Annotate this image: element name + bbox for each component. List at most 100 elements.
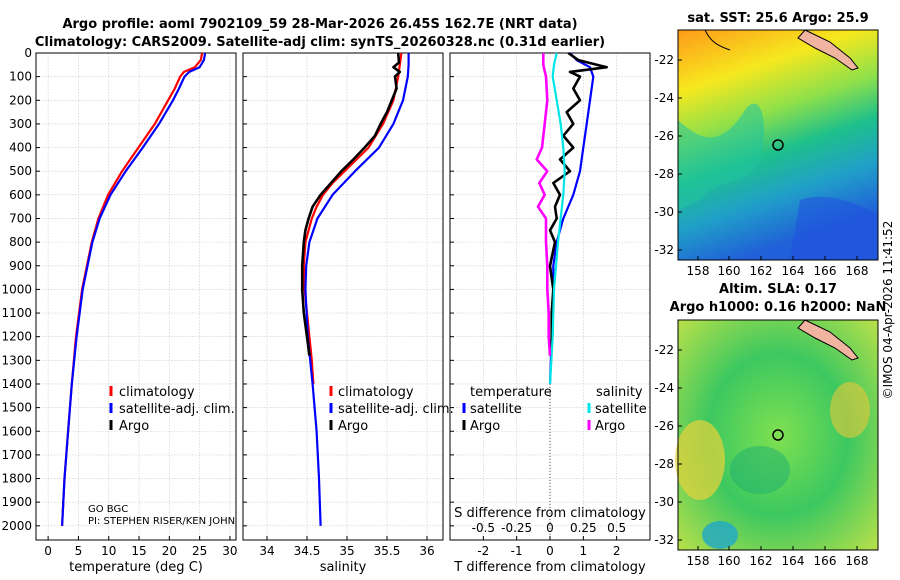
temperature-panel: 0 5 10 15 20 25 30 temperature (deg C) 0 100 200 30… bbox=[1, 46, 237, 575]
sst-map-title: sat. SST: 25.6 Argo: 25.9 bbox=[687, 11, 868, 26]
x-tick-label: 30 bbox=[222, 544, 237, 558]
s-diff-tick-label: -0.5 bbox=[472, 521, 495, 535]
x-tick-label: 34 bbox=[259, 544, 274, 558]
legend-argo-label: Argo bbox=[119, 419, 149, 434]
legend-t-satellite-label: satellite bbox=[470, 402, 522, 417]
x-tick-label: 15 bbox=[131, 544, 146, 558]
map-x-tick-label: 162 bbox=[750, 554, 773, 568]
legend-salinity-head: salinity bbox=[596, 385, 643, 400]
map-y-tick-label: -22 bbox=[654, 343, 674, 357]
series-temperature-argo bbox=[548, 51, 609, 356]
sla-low-patch bbox=[702, 521, 738, 549]
map-y-tick-label: -32 bbox=[654, 533, 674, 547]
x-tick-label: -2 bbox=[477, 544, 489, 558]
map-y-tick-label: -30 bbox=[654, 205, 674, 219]
map-x-tick-label: 158 bbox=[687, 264, 710, 278]
map-y-tick-label: -24 bbox=[654, 381, 674, 395]
map-y-tick-label: -28 bbox=[654, 167, 674, 181]
x-tick-label: 25 bbox=[192, 544, 207, 558]
sla-mid-patch bbox=[730, 446, 790, 494]
s-diff-tick-label: 0.5 bbox=[607, 521, 626, 535]
salinity-panel: 34 34.5 35 35.5 36 salinity bbox=[242, 52, 444, 575]
legend-climatology-label: climatology bbox=[119, 385, 195, 400]
new-caledonia-coast bbox=[797, 319, 859, 361]
x-tick-label: -1 bbox=[511, 544, 523, 558]
map-y-tick-label: -24 bbox=[654, 91, 674, 105]
y-tick-label: 1600 bbox=[1, 424, 32, 438]
y-tick-label: 200 bbox=[9, 93, 32, 107]
sla-map-title-line1: Altim. SLA: 0.17 bbox=[719, 282, 837, 297]
sst-map bbox=[677, 29, 879, 261]
s-diff-tick-label: 0.25 bbox=[570, 521, 597, 535]
x-tick-label: 1 bbox=[580, 544, 588, 558]
temperature-legend: climatology satellite-adj. clim. Argo bbox=[109, 385, 235, 434]
x-axis-label: salinity bbox=[320, 560, 367, 575]
y-tick-label: 400 bbox=[9, 141, 32, 155]
program-label: GO BGC bbox=[88, 504, 128, 515]
y-tick-label: 1000 bbox=[1, 282, 32, 296]
coastline bbox=[704, 29, 731, 51]
sla-map-axes: 158 160 162 164 166 168 -22 -24 -26 -28 -30 -32 bbox=[654, 343, 868, 568]
map-x-tick-label: 166 bbox=[814, 554, 837, 568]
y-tick-label: 1300 bbox=[1, 353, 32, 367]
x-axis-label: temperature (deg C) bbox=[69, 560, 203, 575]
y-tick-label: 600 bbox=[9, 188, 32, 202]
x-tick-label: 0 bbox=[44, 544, 52, 558]
y-tick-label: 300 bbox=[9, 117, 32, 131]
sla-map-title-line2: Argo h1000: 0.16 h2000: NaN bbox=[670, 300, 887, 315]
x-tick-label: 35.5 bbox=[374, 544, 401, 558]
sst-argo-marker bbox=[772, 139, 784, 151]
figure-title-line1: Argo profile: aoml 7902109_59 28-Mar-202… bbox=[62, 17, 577, 32]
map-x-tick-label: 164 bbox=[782, 264, 805, 278]
legend-s-satellite-label: satellite bbox=[595, 402, 647, 417]
map-x-tick-label: 168 bbox=[846, 264, 869, 278]
sst-cool-tongue bbox=[678, 103, 765, 210]
y-tick-label: 0 bbox=[24, 46, 32, 60]
axes-frame bbox=[242, 52, 444, 541]
sla-map bbox=[675, 319, 879, 551]
series-satellite-adj-clim- bbox=[304, 53, 410, 526]
new-caledonia-coast bbox=[797, 29, 859, 71]
x-tick-label: 34.5 bbox=[294, 544, 321, 558]
y-tick-label: 800 bbox=[9, 235, 32, 249]
map-x-tick-label: 164 bbox=[782, 554, 805, 568]
map-x-tick-label: 160 bbox=[718, 264, 741, 278]
y-tick-label: 2000 bbox=[1, 519, 32, 533]
y-tick-label: 1100 bbox=[1, 306, 32, 320]
y-tick-label: 1500 bbox=[1, 401, 32, 415]
y-tick-label: 1700 bbox=[1, 448, 32, 462]
series-salinity-satellite bbox=[548, 52, 566, 385]
map-y-tick-label: -28 bbox=[654, 457, 674, 471]
legend-temperature-head: temperature bbox=[470, 385, 552, 400]
sst-map-axes: 158 160 162 164 166 168 -22 -24 -26 -28 -30 -32 bbox=[654, 53, 868, 278]
sla-high-patch bbox=[830, 382, 870, 438]
x-tick-label: 35 bbox=[339, 544, 354, 558]
y-tick-label: 1900 bbox=[1, 495, 32, 509]
s-diff-axis-label: S difference from climatology bbox=[454, 506, 646, 521]
y-tick-label: 1800 bbox=[1, 472, 32, 486]
legend-s-argo-label: Argo bbox=[595, 419, 625, 434]
legend-argo-label: Argo bbox=[338, 419, 368, 434]
y-tick-label: 700 bbox=[9, 211, 32, 225]
x-tick-label: 10 bbox=[101, 544, 116, 558]
sla-high-patch bbox=[675, 420, 725, 500]
x-tick-label: 0 bbox=[546, 544, 554, 558]
map-y-tick-label: -30 bbox=[654, 495, 674, 509]
axes-frame bbox=[35, 52, 237, 541]
x-tick-label: 36 bbox=[419, 544, 434, 558]
y-tick-label: 100 bbox=[9, 70, 32, 84]
s-diff-tick-label: 0 bbox=[546, 521, 554, 535]
y-tick-label: 500 bbox=[9, 164, 32, 178]
pi-label: PI: STEPHEN RISER/KEN JOHN bbox=[88, 516, 235, 527]
legend-satellite-label: satellite-adj. clim. bbox=[338, 402, 454, 417]
map-x-tick-label: 166 bbox=[814, 264, 837, 278]
y-tick-label: 1200 bbox=[1, 330, 32, 344]
sla-map-frame bbox=[677, 319, 879, 551]
series-argo bbox=[300, 52, 402, 356]
salinity-legend: climatology satellite-adj. clim. Argo bbox=[329, 385, 454, 434]
sst-map-frame bbox=[677, 29, 879, 261]
map-y-tick-label: -26 bbox=[654, 129, 674, 143]
legend-satellite-label: satellite-adj. clim. bbox=[119, 402, 235, 417]
difference-panel: -2 -1 0 1 2 T difference from climatology S di… bbox=[449, 51, 651, 575]
